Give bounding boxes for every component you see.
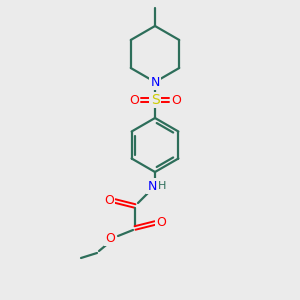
Text: O: O [156, 217, 166, 230]
Text: O: O [104, 194, 114, 208]
Text: O: O [105, 232, 115, 244]
Text: O: O [171, 94, 181, 106]
Text: S: S [151, 93, 159, 107]
Text: N: N [147, 179, 157, 193]
Text: N: N [150, 76, 160, 88]
Text: O: O [129, 94, 139, 106]
Text: H: H [158, 181, 166, 191]
